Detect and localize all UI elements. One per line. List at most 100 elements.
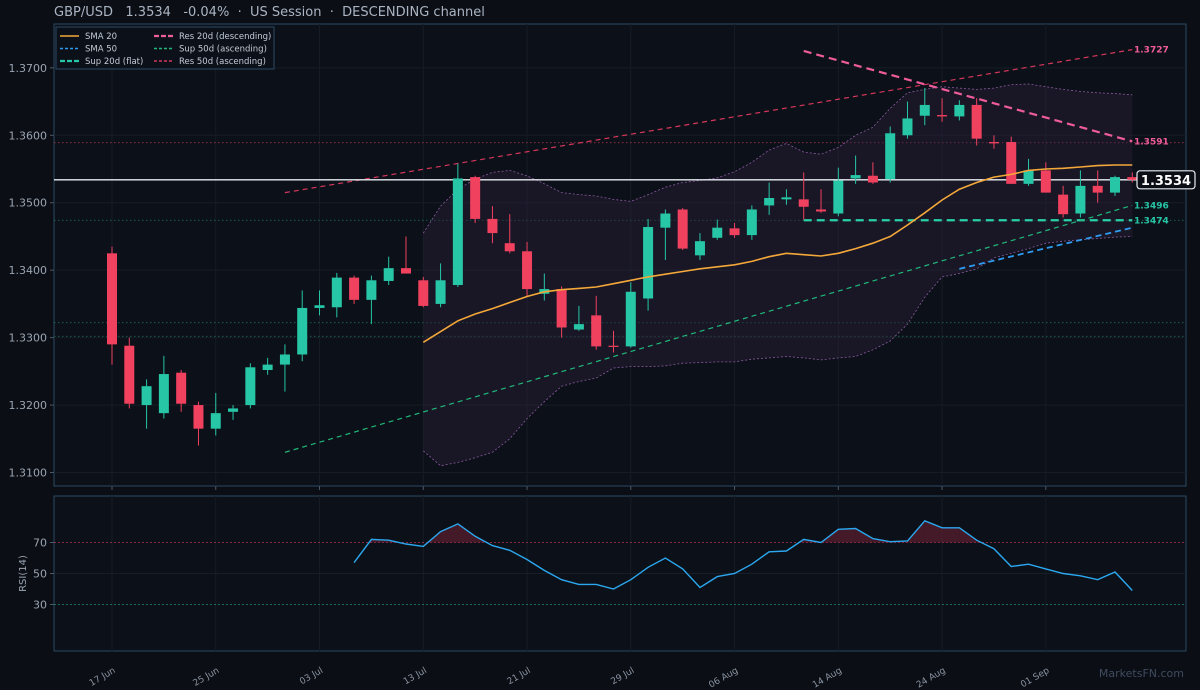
candle-body bbox=[591, 315, 602, 347]
candle-body bbox=[158, 374, 169, 414]
main-panel bbox=[53, 23, 1187, 487]
candle bbox=[435, 263, 446, 308]
candle bbox=[314, 290, 325, 316]
candle bbox=[798, 172, 809, 220]
candle-body bbox=[1058, 194, 1069, 215]
x-tick-label: 24 Aug bbox=[915, 666, 948, 690]
candle bbox=[418, 276, 429, 308]
candle-body bbox=[971, 104, 982, 139]
channel-label: DESCENDING channel bbox=[342, 5, 485, 20]
candle-body bbox=[314, 305, 325, 308]
candle-body bbox=[1075, 185, 1086, 214]
candle bbox=[1023, 158, 1034, 186]
candle-body bbox=[193, 405, 204, 429]
candle-body bbox=[694, 241, 705, 256]
candle bbox=[470, 175, 481, 223]
candle-body bbox=[349, 277, 360, 300]
candle-body bbox=[798, 199, 809, 207]
trend-line bbox=[803, 49, 1133, 143]
candle-body bbox=[867, 175, 878, 183]
candle bbox=[193, 401, 204, 446]
candle-body bbox=[850, 175, 861, 179]
level-label: 1.3474 bbox=[1134, 216, 1169, 226]
candle bbox=[228, 405, 239, 420]
y-tick-label: 1.3100 bbox=[9, 467, 48, 480]
candle-body bbox=[643, 227, 654, 299]
candle bbox=[937, 98, 948, 122]
rsi-y-tick-label: 30 bbox=[33, 599, 47, 612]
candle bbox=[400, 236, 411, 274]
legend-label: Res 20d (descending) bbox=[179, 32, 271, 42]
candle bbox=[452, 163, 463, 288]
candle-body bbox=[366, 280, 377, 300]
candle bbox=[694, 233, 705, 261]
candle-body bbox=[124, 345, 135, 404]
x-tick-label: 21 Jul bbox=[506, 666, 533, 687]
candle-body bbox=[746, 209, 757, 236]
candle bbox=[867, 162, 878, 184]
candle-body bbox=[297, 307, 308, 355]
candle bbox=[971, 98, 982, 146]
rsi-line bbox=[353, 519, 1133, 591]
candle-body bbox=[245, 367, 256, 406]
candle-body bbox=[660, 213, 671, 228]
symbol-label: GBP/USD bbox=[54, 5, 113, 20]
candle-body bbox=[1040, 170, 1051, 193]
candle bbox=[729, 222, 740, 238]
legend-label: Sup 50d (ascending) bbox=[179, 45, 267, 55]
candle bbox=[487, 206, 498, 244]
candle-body bbox=[902, 118, 913, 136]
candle bbox=[660, 209, 671, 261]
x-tick-label: 14 Aug bbox=[811, 666, 844, 690]
candle-body bbox=[885, 133, 896, 180]
candle-body bbox=[383, 268, 394, 281]
candle-body bbox=[677, 209, 688, 249]
candle-body bbox=[107, 253, 117, 345]
candle-body bbox=[522, 251, 533, 290]
candle bbox=[573, 305, 584, 331]
separator-1: · bbox=[237, 5, 242, 20]
candle-body bbox=[608, 345, 619, 347]
chart-header: GBP/USD 1.3534 -0.04% · US Session · DES… bbox=[54, 5, 485, 20]
candle-body bbox=[919, 104, 930, 116]
price-change: -0.04% bbox=[183, 5, 230, 20]
candle bbox=[504, 214, 515, 254]
candle bbox=[988, 135, 999, 149]
candle bbox=[279, 344, 290, 392]
candle-body bbox=[1006, 142, 1017, 184]
candle-body bbox=[573, 324, 584, 330]
candle bbox=[643, 218, 654, 311]
candle bbox=[262, 357, 273, 375]
candle bbox=[625, 282, 636, 348]
candle-body bbox=[625, 291, 636, 347]
legend-label: SMA 50 bbox=[85, 45, 117, 55]
legend-label: Res 50d (ascending) bbox=[179, 57, 266, 67]
candle-body bbox=[1023, 170, 1034, 184]
candle-body bbox=[764, 198, 775, 206]
candle bbox=[591, 295, 602, 350]
rsi-y-tick-label: 50 bbox=[33, 568, 47, 581]
candle-body bbox=[1092, 185, 1103, 193]
trend-line bbox=[284, 204, 1133, 453]
candle-body bbox=[141, 386, 152, 406]
candle bbox=[349, 275, 360, 304]
rsi-overbought-fill bbox=[942, 527, 960, 543]
level-label: 1.3727 bbox=[1134, 46, 1169, 56]
candle-body bbox=[262, 364, 273, 370]
candle bbox=[1110, 175, 1120, 196]
bollinger-lower bbox=[423, 236, 1133, 467]
x-tick-label: 29 Jul bbox=[609, 666, 636, 687]
candle-body bbox=[470, 177, 481, 219]
candle-body bbox=[954, 104, 965, 117]
candle bbox=[677, 208, 688, 250]
y-tick-label: 1.3400 bbox=[9, 264, 48, 277]
candle bbox=[176, 369, 187, 412]
candle-body bbox=[228, 408, 239, 412]
candle bbox=[124, 337, 135, 409]
candle-body bbox=[988, 142, 999, 144]
rsi-axis-label: RSI(14) bbox=[18, 555, 29, 592]
candle-body bbox=[1127, 177, 1138, 180]
candle bbox=[107, 246, 117, 365]
candle-body bbox=[781, 197, 792, 200]
